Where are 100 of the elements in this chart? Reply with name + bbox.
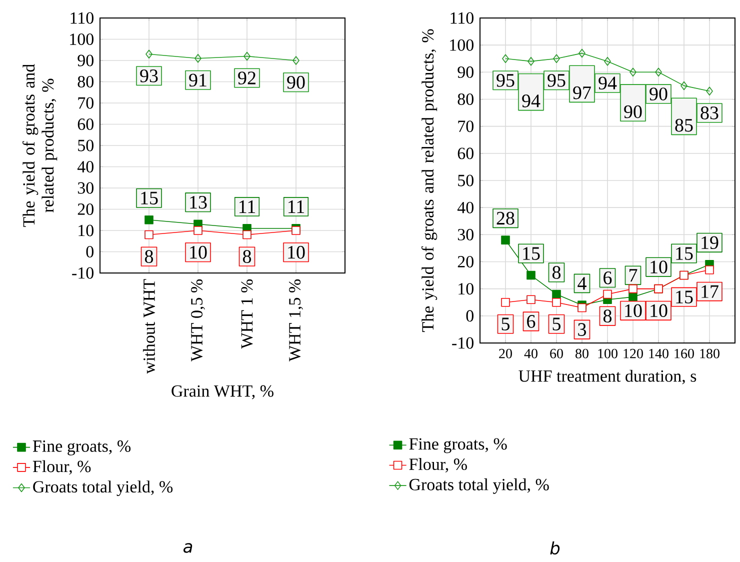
y-tick-label: 10 [458,283,474,295]
legend-label: Fine groats, % [409,438,507,454]
x-tick-label: 120 [624,348,643,358]
data-label: 95 [496,74,514,87]
point [194,54,202,63]
data-label: 10 [288,246,305,259]
data-label: 8 [552,266,561,279]
point [628,284,638,294]
data-label: 90 [287,76,305,89]
y-tick-label: 90 [458,66,474,78]
data-label: 17 [702,285,718,298]
x-tick-label: WHT 1 % [241,279,253,349]
data-label: 10 [190,246,207,259]
point [292,226,300,235]
point [501,236,510,244]
data-label: 13 [190,196,207,209]
data-label: 5 [502,318,510,330]
y-tick-label: 110 [450,12,474,24]
data-label: 15 [141,192,158,204]
y-tick-label: 60 [458,148,474,160]
point [502,54,509,64]
point [705,265,714,274]
data-label: 19 [702,236,718,250]
y-tick-label: 110 [70,12,94,24]
point [630,68,636,77]
text: b [550,541,560,555]
x-tick-label: WHT 0,5 % [191,279,205,362]
point [552,290,561,299]
y-tick-label: 80 [78,76,94,88]
x-tick-label: 40 [524,348,538,358]
point [578,303,586,312]
y-tick-label: -10 [72,267,94,279]
data-label: 6 [527,315,536,328]
data-label: 15 [523,247,540,260]
point [244,52,250,61]
point [706,86,713,96]
y-tick-label: 0 [466,310,474,322]
data-label: 11 [240,200,256,213]
data-label: 5 [552,318,560,330]
y-tick-label: 30 [78,182,94,194]
legend-label: Groats total yield, % [33,480,173,496]
data-label: 10 [650,260,668,274]
y-tick-label: 100 [450,39,474,51]
y-tick-label: 10 [78,224,94,236]
y-axis-title: The yield of groats and related products, % [421,29,438,332]
data-label: 15 [676,247,693,260]
point [578,48,586,58]
point [242,230,252,240]
data-label: 8 [144,250,154,263]
legend-label: Fine groats, % [32,440,131,456]
x-tick-label: 60 [550,348,563,358]
point [680,81,688,90]
data-label: 3 [578,323,586,336]
data-label: 90 [650,88,668,100]
point [603,290,612,299]
point [146,50,152,59]
data-label: 85 [675,118,693,132]
data-label: 97 [573,86,591,100]
x-tick-label: without WHT [142,279,156,374]
data-label: 94 [598,76,617,90]
point [528,56,534,66]
point [144,215,154,224]
y-tick-label: 50 [78,140,94,152]
legend-label: Flour, % [32,460,91,475]
point [655,68,662,77]
data-label: 10 [625,304,642,318]
data-label: 83 [700,106,718,120]
y-tick-label: 0 [86,246,94,258]
x-tick-label: 100 [598,348,618,358]
point [526,270,536,280]
y-tick-label: 70 [458,120,474,132]
data-label: 6 [604,271,612,284]
y-tick-label: 90 [78,54,94,66]
x-tick-label: 80 [576,348,588,358]
y-tick-label: 40 [457,202,474,214]
point [292,56,300,65]
data-label: 11 [288,200,304,213]
point [628,292,638,302]
y-tick-label: 100 [70,34,94,45]
data-label: 91 [189,74,206,87]
data-label: 10 [650,304,668,318]
y-tick-label: 40 [77,161,94,172]
data-label: 93 [140,70,158,82]
legend-label: Flour, % [409,458,467,472]
y-axis-title: The yield of groats and related products, % [22,64,58,227]
point [604,56,611,66]
x-axis-title: Grain WHT, % [172,385,274,400]
y-tick-label: 20 [458,256,474,268]
y-tick-label: 50 [458,174,474,186]
data-label: 92 [238,72,256,84]
y-tick-label: 70 [78,97,94,109]
y-tick-label: 20 [78,204,94,215]
point [553,54,560,64]
text: a [183,543,192,553]
data-label: 95 [548,74,566,87]
point [194,226,202,235]
data-label: 28 [496,212,514,225]
data-label: 8 [242,250,252,263]
x-tick-label: 180 [700,348,720,358]
data-label: 15 [676,290,693,304]
